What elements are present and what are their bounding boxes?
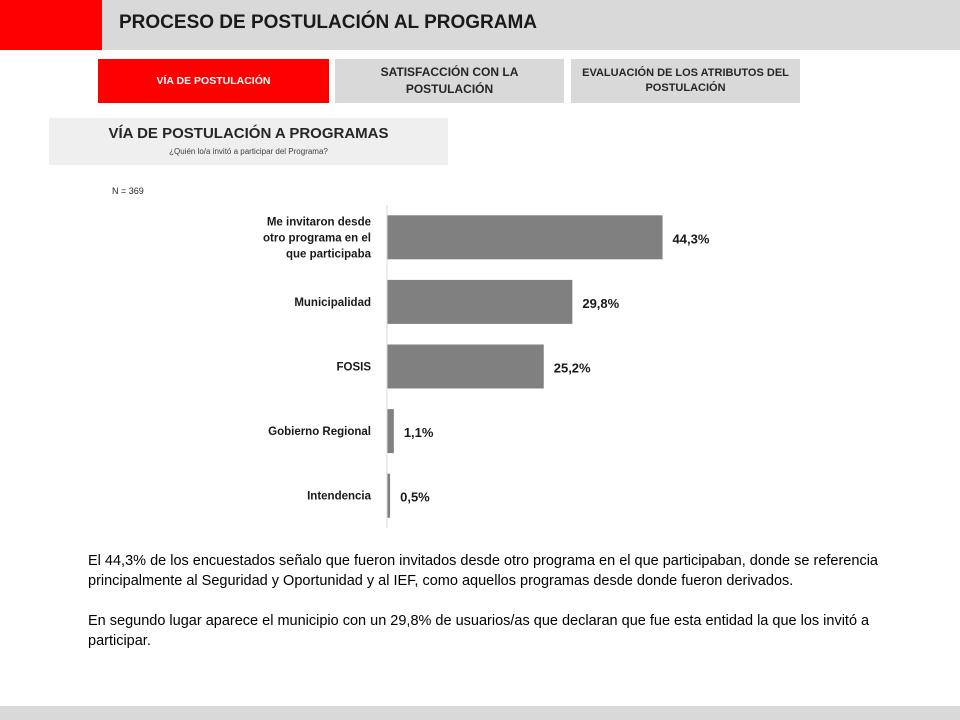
- bar-0: [387, 215, 663, 260]
- data-label-2: 25,2%: [554, 361, 591, 376]
- data-label-4: 0,5%: [400, 490, 430, 505]
- bar-3: [387, 409, 394, 454]
- bar-1: [387, 279, 573, 324]
- header-accent: [0, 0, 102, 50]
- bar-2: [387, 344, 544, 389]
- data-label-0: 44,3%: [673, 231, 710, 246]
- category-label-1: Municipalidad: [294, 297, 371, 309]
- tab-satisfaccion[interactable]: SATISFACCIÓN CON LA POSTULACIÓN: [335, 59, 564, 103]
- page-title: PROCESO DE POSTULACIÓN AL PROGRAMA: [119, 12, 538, 33]
- category-label-2: FOSIS: [336, 362, 371, 374]
- section-subtitle: ¿Quién lo/a invitó a participar del Prog…: [169, 147, 328, 156]
- sample-size-note: N = 369: [112, 186, 144, 196]
- tab-evaluacion[interactable]: EVALUACIÓN DE LOS ATRIBUTOS DEL POSTULAC…: [571, 59, 800, 103]
- header-bar: [0, 0, 960, 50]
- footer-bar: [0, 706, 960, 720]
- body-paragraph-1: El 44,3% de los encuestados señalo que f…: [88, 553, 878, 589]
- body-paragraph-2: En segundo lugar aparece el municipio co…: [88, 613, 870, 649]
- tab-via-postulacion[interactable]: VÍA DE POSTULACIÓN: [98, 59, 329, 103]
- category-label-0: Me invitaron desde otro programa en el que…: [263, 216, 372, 260]
- data-label-1: 29,8%: [582, 296, 619, 311]
- category-label-4: Intendencia: [307, 491, 372, 503]
- data-label-3: 1,1%: [404, 425, 434, 440]
- section-title: VÍA DE POSTULACIÓN A PROGRAMAS: [108, 125, 389, 142]
- body-text: El 44,3% de los encuestados señalo que f…: [88, 551, 888, 671]
- category-label-3: Gobierno Regional: [268, 426, 371, 438]
- section-header: VÍA DE POSTULACIÓN A PROGRAMAS ¿Quién lo…: [49, 118, 448, 165]
- bar-4: [387, 473, 391, 518]
